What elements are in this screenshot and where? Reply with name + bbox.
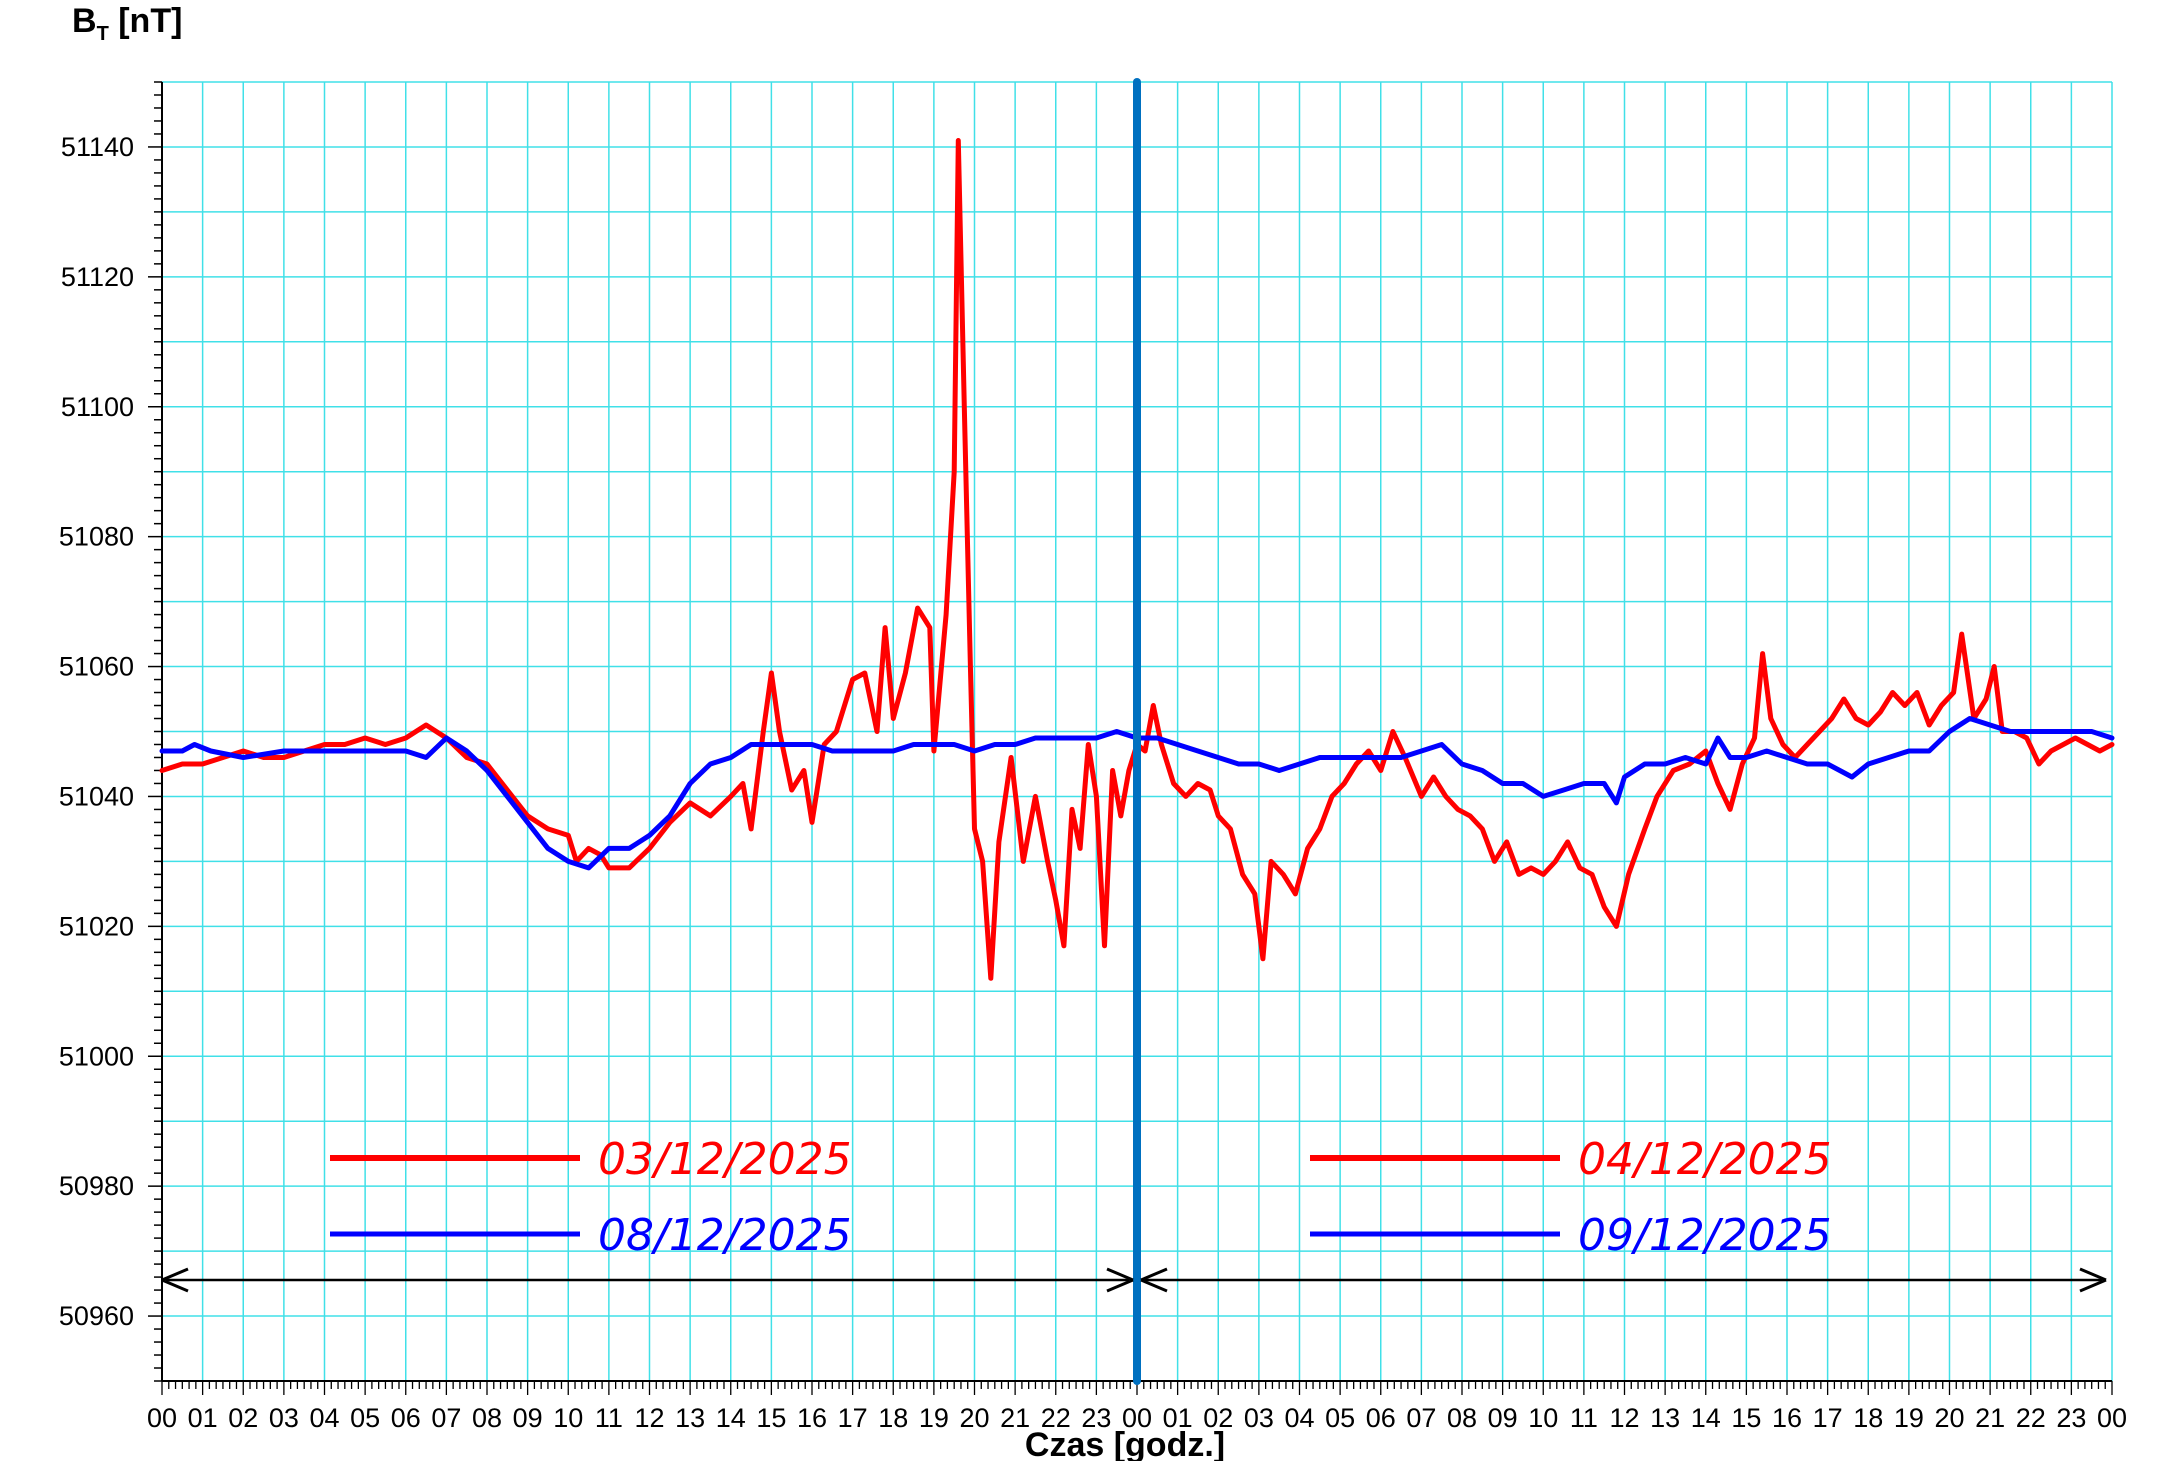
x-tick-label: 19	[919, 1403, 949, 1433]
x-tick-label: 23	[2056, 1403, 2086, 1433]
x-tick-label: 11	[1570, 1403, 1598, 1433]
x-tick-label: 11	[595, 1403, 623, 1433]
x-tick-label: 06	[391, 1403, 421, 1433]
x-tick-label: 14	[1691, 1403, 1721, 1433]
x-tick-label: 00	[2097, 1403, 2127, 1433]
y-tick-label: 51000	[59, 1041, 134, 1071]
y-tick-label: 51080	[59, 522, 134, 552]
x-tick-label: 05	[350, 1403, 380, 1433]
arrow-day-2-head-right	[2079, 1267, 2107, 1293]
x-tick-label: 18	[878, 1403, 908, 1433]
x-tick-label: 22	[1041, 1403, 1071, 1433]
y-tick-label: 51020	[59, 911, 134, 941]
y-tick-label: 50980	[59, 1171, 134, 1201]
x-tick-label: 10	[553, 1403, 583, 1433]
x-tick-label: 08	[472, 1403, 502, 1433]
x-tick-label: 13	[675, 1403, 705, 1433]
arrow-day-1-head-right	[1106, 1267, 1134, 1293]
y-tick-label: 51140	[61, 132, 134, 162]
series-group	[159, 138, 2115, 981]
y-tick-label: 51040	[59, 781, 134, 811]
x-tick-label: 00	[1122, 1403, 1152, 1433]
legend-label-left-2: 08/12/2025	[598, 1210, 852, 1261]
x-tick-label: 08	[1447, 1403, 1477, 1433]
x-tick-label: 07	[431, 1403, 461, 1433]
x-tick-label: 20	[1934, 1403, 1964, 1433]
y-axis-label-main: B	[72, 2, 97, 40]
x-tick-label: 04	[1284, 1403, 1314, 1433]
legend-label-right-1: 04/12/2025	[1578, 1134, 1832, 1185]
x-tick-label: 15	[1731, 1403, 1761, 1433]
x-tick-label: 02	[228, 1403, 258, 1433]
x-tick-label: 12	[1609, 1403, 1639, 1433]
x-tick-label: 16	[1772, 1403, 1802, 1433]
x-tick-label: 17	[838, 1403, 868, 1433]
x-tick-label: 23	[1081, 1403, 1111, 1433]
x-tick-label: 20	[959, 1403, 989, 1433]
x-tick-label: 15	[756, 1403, 786, 1433]
y-tick-label: 51060	[59, 652, 134, 682]
x-tick-label: 05	[1325, 1403, 1355, 1433]
y-axis-label-unit: [nT]	[118, 2, 183, 40]
y-axis-label-sub: T	[96, 22, 109, 45]
x-tick-label: 12	[634, 1403, 664, 1433]
x-tick-label: 06	[1366, 1403, 1396, 1433]
x-tick-label: 03	[269, 1403, 299, 1433]
x-tick-label: 13	[1650, 1403, 1680, 1433]
x-tick-label: 22	[2016, 1403, 2046, 1433]
y-tick-label: 50960	[59, 1301, 134, 1331]
x-tick-label: 14	[716, 1403, 746, 1433]
day-span-arrows	[161, 1267, 2107, 1293]
x-tick-label: 01	[1163, 1403, 1193, 1433]
x-tick-label: 17	[1813, 1403, 1843, 1433]
y-axis-label: BT [nT]	[72, 2, 182, 46]
legend: 03/12/2025 08/12/2025 04/12/2025 09/12/2025	[330, 1134, 1832, 1261]
legend-label-right-2: 09/12/2025	[1578, 1210, 1832, 1261]
x-tick-label: 10	[1528, 1403, 1558, 1433]
x-tick-label: 04	[309, 1403, 339, 1433]
x-tick-label: 21	[1975, 1403, 2005, 1433]
legend-label-left-1: 03/12/2025	[598, 1134, 852, 1185]
x-tick-label: 01	[188, 1403, 218, 1433]
x-tick-label: 21	[1000, 1403, 1030, 1433]
x-tick-label: 00	[147, 1403, 177, 1433]
x-axis-label: Czas [godz.]	[1025, 1426, 1225, 1461]
axes	[148, 81, 2113, 1395]
arrow-day-1-head-left	[161, 1267, 189, 1293]
series-line-red	[159, 138, 2115, 981]
x-tick-label: 09	[1488, 1403, 1518, 1433]
x-tick-label: 07	[1406, 1403, 1436, 1433]
x-tick-label: 03	[1244, 1403, 1274, 1433]
arrow-day-2-head-left	[1140, 1267, 1168, 1293]
y-tick-label: 51100	[61, 392, 134, 422]
x-tick-label: 16	[797, 1403, 827, 1433]
x-tick-label: 18	[1853, 1403, 1883, 1433]
x-tick-label: 02	[1203, 1403, 1233, 1433]
y-tick-label: 51120	[61, 262, 134, 292]
x-tick-labels: 00 01 02 03 04 05 06 07 08 09 10 11 12 13 14 15 16 17 18 19…	[147, 1403, 2127, 1433]
x-tick-label: 09	[513, 1403, 543, 1433]
x-tick-label: 19	[1894, 1403, 1924, 1433]
series-line-blue	[159, 716, 2115, 871]
y-tick-labels: 50960 50980 51000 51020 51040 51060 51080 51100…	[59, 132, 134, 1331]
